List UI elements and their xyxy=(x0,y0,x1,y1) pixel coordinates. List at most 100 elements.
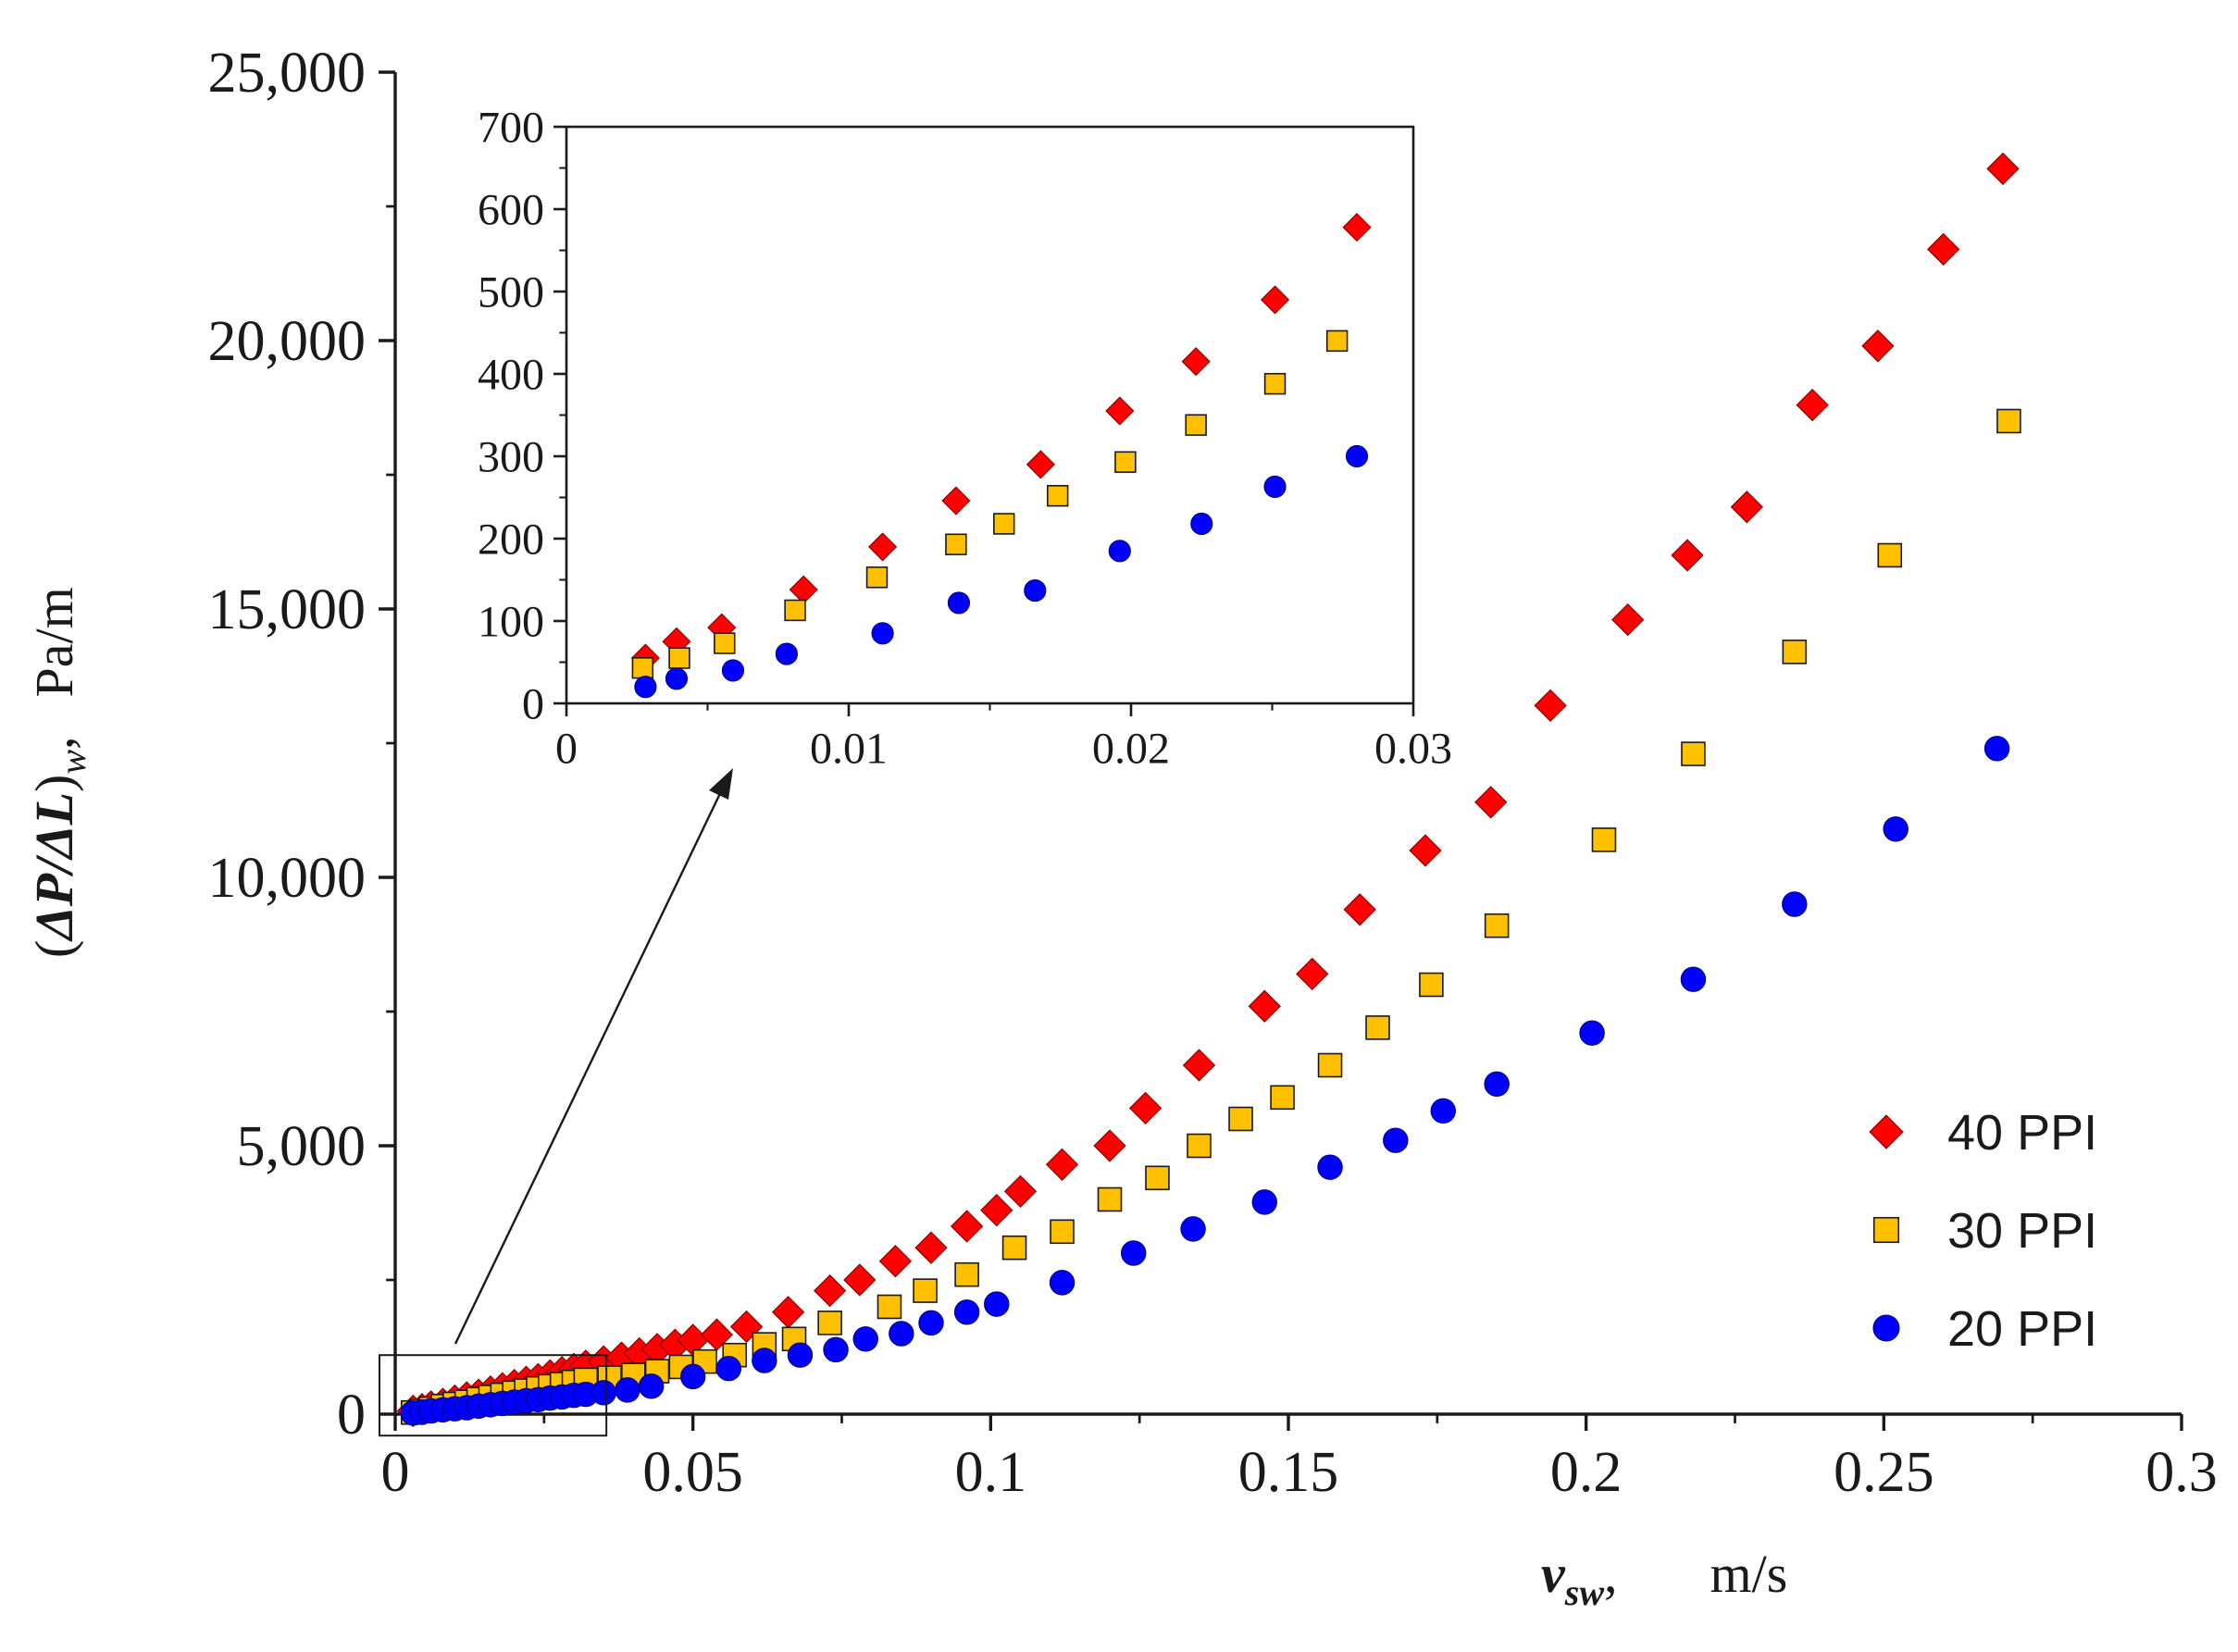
y-axis-subscript: w xyxy=(52,750,93,775)
inset-data-point xyxy=(947,591,971,615)
data-point xyxy=(1049,1270,1075,1296)
data-point xyxy=(918,1310,944,1336)
legend-label: 20 PPI xyxy=(1947,1301,2097,1357)
main-x-tick-label: 0.3 xyxy=(2145,1441,2218,1504)
data-point xyxy=(1986,152,2020,186)
data-point xyxy=(1365,1015,1390,1040)
y-axis-label: (ΔP/ΔL)w, Pa/m xyxy=(24,587,93,958)
inset-data-point xyxy=(668,647,690,669)
inset-plot: 0 100 200 300 400 500 600 700 0 0.01 0.02 0.03 xyxy=(478,103,1452,773)
inset-x-tick-label: 0.01 xyxy=(810,724,888,773)
data-point xyxy=(1383,1127,1409,1153)
main-plot: 0 5,000 10,000 15,000 20,000 25,000 0 0.05 0.1 0.… xyxy=(208,42,2218,1504)
data-point xyxy=(1611,602,1645,637)
inset-data-point xyxy=(1026,450,1055,479)
inset-y-tick-label: 400 xyxy=(478,350,544,399)
data-point xyxy=(1782,891,1808,917)
data-point xyxy=(984,1291,1010,1317)
inset-y-tick-label: 100 xyxy=(478,597,544,646)
x-axis-separator: , xyxy=(1604,1544,1618,1604)
x-axis-label: vsw, m/s xyxy=(1541,1544,1787,1613)
data-point xyxy=(914,1231,948,1264)
data-point xyxy=(1419,972,1444,998)
data-point xyxy=(1861,329,1895,363)
data-point xyxy=(1128,1091,1163,1125)
axis-titles: vsw, m/s (ΔP/ΔL)w, Pa/m xyxy=(24,587,1787,1613)
inset-data-point xyxy=(1108,540,1131,563)
legend-label: 30 PPI xyxy=(1947,1203,2097,1259)
data-point xyxy=(877,1294,902,1320)
inset-data-point xyxy=(941,486,971,515)
data-point xyxy=(1591,827,1617,852)
legend: 40 PPI 30 PPI 20 PPI xyxy=(1869,1105,2097,1357)
data-point xyxy=(1877,542,1903,568)
main-x-tick-label: 0 xyxy=(381,1441,410,1504)
data-point xyxy=(1187,1133,1212,1159)
data-point xyxy=(1003,1174,1038,1208)
data-point xyxy=(1409,834,1442,867)
inset-data-point xyxy=(1185,414,1207,436)
x-axis-symbol: v xyxy=(1541,1544,1566,1604)
data-point xyxy=(950,1210,984,1243)
y-axis-close-paren: ) xyxy=(24,775,84,792)
inset-frame xyxy=(565,125,1415,705)
inset-data-point xyxy=(1190,512,1213,536)
main-y-tick-label: 5,000 xyxy=(237,1115,367,1178)
inset-data-point xyxy=(775,642,798,665)
inset-data-point xyxy=(1181,347,1211,377)
inset-data-point xyxy=(1263,372,1287,395)
data-point xyxy=(1270,1085,1295,1111)
data-point xyxy=(1671,539,1704,572)
data-point xyxy=(1430,1098,1456,1124)
data-point xyxy=(852,1326,878,1352)
inset-data-point xyxy=(1342,213,1372,242)
inset-x-tick-label: 0.02 xyxy=(1092,724,1170,773)
inset-y-tick-label: 700 xyxy=(478,103,544,152)
inset-x-tick-label: 0 xyxy=(555,724,578,773)
main-series-20-ppi xyxy=(400,736,2010,1426)
data-point xyxy=(1317,1052,1343,1078)
data-point xyxy=(1534,689,1567,723)
inset-data-point xyxy=(784,599,806,622)
inset-y-tick-label: 0 xyxy=(522,679,544,728)
data-point xyxy=(954,1261,979,1287)
data-point xyxy=(787,1342,814,1368)
data-point xyxy=(1093,1129,1126,1162)
legend-marker xyxy=(1872,1216,1900,1244)
legend-item-20-ppi: 20 PPI xyxy=(1872,1301,2097,1357)
zoom-box xyxy=(379,1354,608,1437)
data-point xyxy=(878,1245,913,1278)
data-point xyxy=(980,1193,1013,1227)
data-point xyxy=(1782,640,1808,665)
inset-data-point xyxy=(1105,396,1135,426)
main-y-tick-label: 15,000 xyxy=(208,578,367,641)
data-point xyxy=(913,1278,938,1303)
legend-item-30-ppi: 30 PPI xyxy=(1872,1203,2097,1259)
data-point xyxy=(729,1310,764,1344)
data-point xyxy=(1296,957,1329,991)
inset-data-point xyxy=(1024,578,1047,602)
data-point xyxy=(1145,1165,1170,1191)
data-point xyxy=(715,1355,741,1382)
inset-data-point xyxy=(1325,329,1349,353)
data-point xyxy=(953,1299,980,1325)
inset-data-point xyxy=(631,657,654,679)
main-y-tick-label: 0 xyxy=(337,1384,366,1447)
data-point xyxy=(1796,388,1829,422)
data-point xyxy=(1097,1186,1123,1212)
main-y-tick-label: 10,000 xyxy=(208,847,367,910)
legend-marker xyxy=(1869,1114,1904,1149)
inset-y-tick-label: 200 xyxy=(478,515,544,564)
data-point xyxy=(1579,1020,1605,1046)
data-point xyxy=(615,1377,640,1403)
y-axis-separator: , xyxy=(24,736,84,750)
data-point xyxy=(1680,966,1707,992)
data-point xyxy=(1248,989,1281,1023)
legend-item-40-ppi: 40 PPI xyxy=(1869,1105,2097,1161)
data-point xyxy=(1182,1049,1216,1082)
data-point xyxy=(1474,786,1508,819)
inset-data-point xyxy=(1114,451,1137,473)
data-point xyxy=(679,1363,706,1390)
data-point xyxy=(1121,1240,1147,1266)
